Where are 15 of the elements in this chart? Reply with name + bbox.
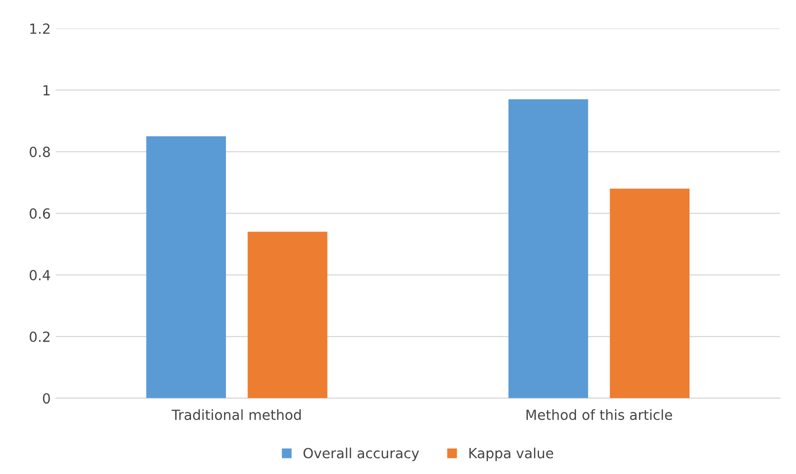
y-tick-label: 0.4: [30, 270, 50, 280]
x-tick-label: Method of this article: [526, 409, 672, 420]
bar: [248, 232, 328, 398]
y-tick-label: 0.8: [30, 146, 50, 158]
bar: [610, 188, 690, 398]
y-tick-label: 1: [44, 85, 50, 96]
legend-label: Overall accuracy: [303, 448, 420, 462]
bar: [146, 136, 226, 398]
y-tick-label: 0: [42, 393, 50, 404]
bar: [508, 99, 588, 398]
x-tick-label: Traditional method: [172, 409, 301, 420]
y-tick-label: 0.2: [30, 332, 50, 342]
legend-label: Kappa value: [469, 448, 554, 462]
y-tick-label: 1.2: [30, 23, 50, 34]
y-tick-label: 0.6: [30, 208, 50, 219]
